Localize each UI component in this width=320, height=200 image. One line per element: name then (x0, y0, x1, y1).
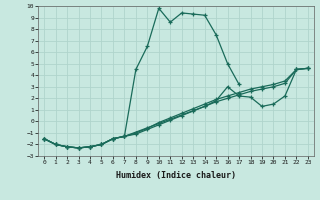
X-axis label: Humidex (Indice chaleur): Humidex (Indice chaleur) (116, 171, 236, 180)
